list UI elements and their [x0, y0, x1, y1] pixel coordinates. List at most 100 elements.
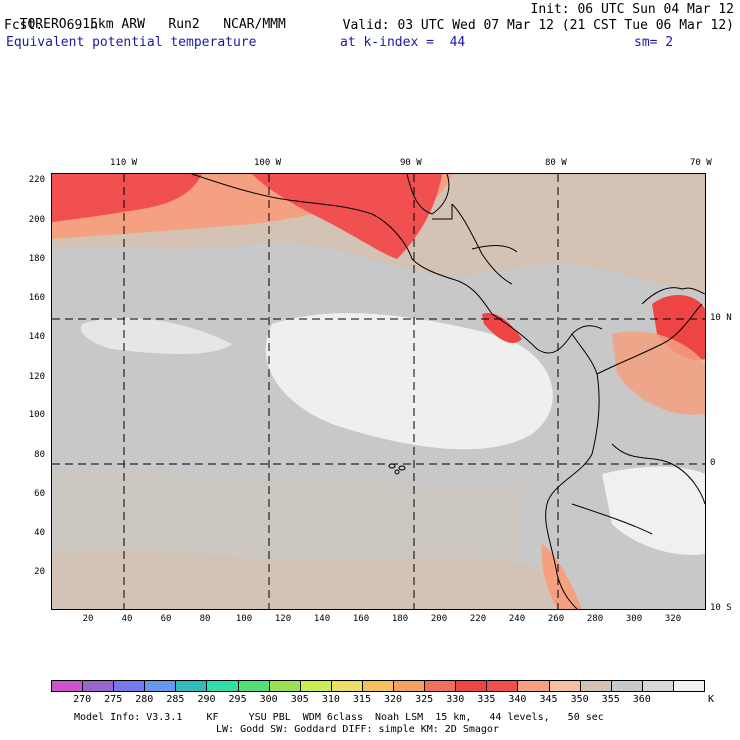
x-tick-300: 300 — [625, 614, 643, 624]
x-tick-200: 200 — [430, 614, 448, 624]
y-tick-200: 200 — [28, 215, 45, 225]
colorbar-label: 295 — [228, 694, 247, 705]
x-tick-160: 160 — [352, 614, 370, 624]
colorbar-label: 345 — [539, 694, 558, 705]
level-info: at k-index = 44 — [340, 35, 466, 50]
colorbar-swatch — [237, 680, 270, 692]
colorbar-label: 330 — [446, 694, 465, 705]
colorbar-swatch — [113, 680, 146, 692]
y-tick-100: 100 — [28, 410, 45, 420]
lon-label-70w: 70 W — [690, 158, 712, 168]
colorbar-label: 285 — [166, 694, 185, 705]
model-title: TORERO 15km ARW Run2 NCAR/MMM — [4, 2, 286, 32]
field-white-central — [265, 313, 553, 450]
map-plot — [51, 173, 706, 610]
colorbar-swatch — [175, 680, 208, 692]
y-tick-40: 40 — [34, 528, 45, 538]
colorbar-label: 350 — [570, 694, 589, 705]
y-tick-180: 180 — [28, 254, 45, 264]
colorbar-swatch — [206, 680, 239, 692]
lon-label-110w: 110 W — [110, 158, 138, 168]
colorbar-swatch — [330, 680, 363, 692]
field-name: Equivalent potential temperature — [6, 35, 257, 50]
x-tick-240: 240 — [508, 614, 526, 624]
field-red-northwest — [52, 174, 202, 222]
galapagos-islands — [388, 463, 406, 475]
colorbar-swatch — [548, 680, 581, 692]
field-red-costarica — [482, 313, 522, 344]
x-tick-260: 260 — [547, 614, 565, 624]
colorbar-label: 340 — [508, 694, 527, 705]
model-info: Model Info: V3.3.1 KF YSU PBL WDM 6class… — [74, 712, 604, 723]
colorbar-swatch — [455, 680, 488, 692]
y-tick-60: 60 — [34, 489, 45, 499]
colorbar-label: 360 — [632, 694, 651, 705]
y-tick-140: 140 — [28, 332, 45, 342]
valid-time: Valid: 03 UTC Wed 07 Mar 12 (21 CST Tue … — [342, 18, 734, 33]
init-time: Init: 06 UTC Sun 04 Mar 12 — [530, 2, 735, 17]
y-tick-120: 120 — [28, 372, 45, 382]
x-tick-100: 100 — [235, 614, 253, 624]
colorbar-swatch — [486, 680, 519, 692]
field-white-southamerica — [602, 466, 705, 555]
colorbar-swatch — [393, 680, 426, 692]
lat-label-0: 0 — [710, 458, 716, 468]
colorbar-label: 355 — [601, 694, 620, 705]
x-tick-140: 140 — [313, 614, 331, 624]
y-tick-20: 20 — [34, 567, 45, 577]
x-tick-220: 220 — [469, 614, 487, 624]
colorbar-swatch — [82, 680, 115, 692]
colorbar-label: 280 — [135, 694, 154, 705]
model-name: TORERO — [19, 17, 67, 32]
x-tick-60: 60 — [160, 614, 172, 624]
colorbar-swatch — [361, 680, 395, 692]
x-tick-120: 120 — [274, 614, 292, 624]
coastlines — [191, 174, 705, 609]
physics-info: LW: Godd SW: Goddard DIFF: simple KM: 2D… — [216, 724, 499, 735]
colorbar-swatch — [51, 680, 84, 692]
lon-label-90w: 90 W — [400, 158, 422, 168]
colorbar-label: 310 — [321, 694, 340, 705]
lon-label-100w: 100 W — [254, 158, 282, 168]
y-tick-220: 220 — [28, 175, 45, 185]
colorbar-label: 305 — [290, 694, 309, 705]
colorbar-label: 300 — [259, 694, 278, 705]
x-tick-80: 80 — [199, 614, 211, 624]
colorbar-swatch — [517, 680, 550, 692]
resolution: 15km ARW — [82, 17, 145, 32]
x-tick-20: 20 — [82, 614, 94, 624]
fcst-label: Fcst. — [4, 18, 44, 33]
org-label: NCAR/MMM — [223, 17, 286, 32]
run-label: Run2 — [168, 17, 200, 32]
colorbar-swatch — [641, 680, 674, 692]
x-tick-280: 280 — [586, 614, 604, 624]
smoothing-info: sm= 2 — [634, 35, 674, 50]
colorbar-label: 315 — [352, 694, 371, 705]
field-white-west — [81, 317, 233, 354]
y-tick-80: 80 — [34, 450, 45, 460]
x-tick-320: 320 — [664, 614, 682, 624]
fcst-value: 69 h — [66, 18, 98, 33]
colorbar-label: 275 — [104, 694, 123, 705]
colorbar-label: 325 — [415, 694, 434, 705]
map-field — [52, 174, 705, 609]
colorbar-swatch — [424, 680, 457, 692]
field-salmon-colombia — [612, 331, 705, 415]
colorbar-label: 335 — [477, 694, 496, 705]
map-grid — [52, 174, 705, 609]
colorbar-label: 270 — [73, 694, 92, 705]
colorbar-label: 320 — [384, 694, 403, 705]
y-tick-160: 160 — [28, 293, 45, 303]
field-salmon-peru — [541, 544, 582, 609]
colorbar-label: 290 — [197, 694, 216, 705]
colorbar-swatch — [268, 680, 301, 692]
colorbar-swatch — [610, 680, 643, 692]
colorbar-swatch — [144, 680, 177, 692]
colorbar-swatch — [672, 680, 705, 692]
x-tick-40: 40 — [121, 614, 133, 624]
lat-label-10n: 10 N — [710, 313, 732, 323]
colorbar-swatch — [579, 680, 612, 692]
field-red-mexico — [252, 174, 442, 259]
colorbar-unit: K — [707, 694, 715, 705]
forecast-hours: Fcst. 69 h — [4, 18, 98, 33]
